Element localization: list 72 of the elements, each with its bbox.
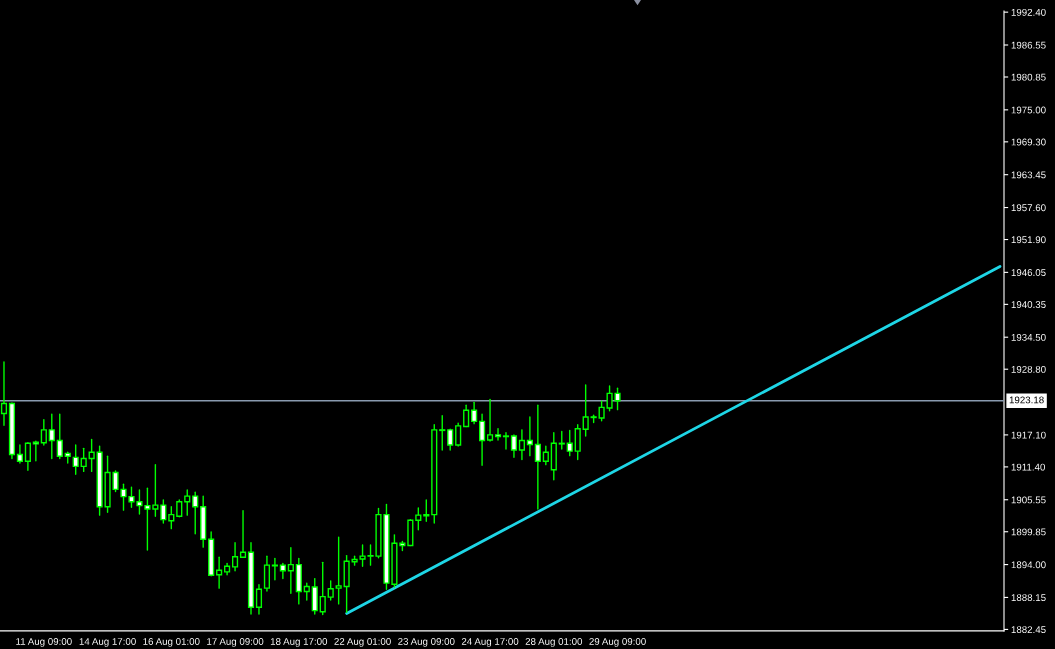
candlestick (88, 438, 95, 473)
x-tick-label: 24 Aug 17:00 (461, 638, 519, 647)
candlestick (542, 445, 549, 466)
candlestick (518, 429, 526, 461)
candlestick (56, 413, 63, 460)
y-tick-label: 1894.00 (1011, 561, 1046, 569)
candlestick (335, 536, 342, 605)
candlestick (510, 434, 518, 459)
y-tick-label: 1911.40 (1011, 463, 1045, 471)
candlestick (574, 424, 581, 461)
candlestick (32, 440, 39, 462)
candlestick (24, 442, 31, 471)
candlestick (271, 557, 278, 581)
candlestick (160, 499, 167, 524)
candlestick (439, 415, 446, 451)
y-tick-label: 1980.85 (1011, 73, 1046, 81)
candlestick (80, 447, 87, 473)
candlestick (287, 547, 294, 594)
ref-line-label: 1923.18 (1009, 396, 1044, 404)
y-tick-label: 1992.40 (1011, 8, 1046, 16)
candlestick (534, 404, 541, 510)
y-tick-label: 1951.90 (1011, 236, 1046, 244)
x-tick-label: 14 Aug 17:00 (79, 638, 136, 647)
candlestick (415, 507, 422, 531)
candlestick (231, 541, 239, 572)
x-tick-label: 17 Aug 09:00 (207, 638, 264, 647)
y-tick-label: 1969.30 (1011, 138, 1046, 146)
y-tick-label: 1917.10 (1011, 431, 1046, 439)
candlestick (0, 361, 8, 427)
x-tick-label: 23 Aug 09:00 (398, 638, 455, 647)
candlestick (471, 401, 478, 425)
y-tick-label: 1888.15 (1011, 594, 1046, 602)
candlestick (255, 584, 263, 615)
candlestick (455, 422, 462, 447)
y-tick-label: 1963.45 (1011, 171, 1046, 179)
candlestick (168, 506, 175, 530)
candlestick (582, 384, 589, 437)
x-tick-label: 28 Aug 01:00 (525, 638, 583, 647)
candlestick (263, 555, 271, 592)
candlestick (311, 577, 318, 615)
candlestick (566, 429, 573, 457)
y-tick-label: 1940.35 (1011, 301, 1046, 308)
y-tick-label: 1957.60 (1011, 204, 1046, 212)
candlestick (526, 416, 533, 457)
y-tick-label: 1946.05 (1011, 269, 1046, 276)
candlestick (184, 489, 191, 516)
y-tick-label: 1899.85 (1011, 528, 1046, 536)
y-tick-label: 1905.55 (1011, 496, 1046, 504)
x-tick-label: 29 Aug 09:00 (589, 638, 646, 647)
candlestick (478, 413, 486, 466)
candlestick (327, 580, 334, 601)
candlestick (152, 463, 159, 517)
candlestick (239, 509, 247, 558)
x-tick-label: 22 Aug 01:00 (334, 638, 391, 647)
candlestick (72, 444, 79, 475)
x-tick-label: 16 Aug 01:00 (143, 638, 200, 647)
y-tick-label: 1882.45 (1011, 626, 1046, 634)
x-tick-label: 18 Aug 17:00 (270, 638, 328, 647)
candlestick (48, 413, 55, 460)
candlestick (486, 398, 494, 442)
candlestick (463, 404, 470, 428)
candlestick (40, 419, 47, 446)
y-tick-label: 1975.00 (1011, 106, 1046, 114)
x-tick-label: 11 Aug 09:00 (16, 638, 72, 647)
candlestick (447, 428, 454, 451)
y-tick-label: 1986.55 (1011, 41, 1046, 49)
candlestick (502, 431, 510, 450)
candlestick (192, 491, 199, 535)
y-tick-label: 1934.50 (1011, 333, 1046, 341)
candlestick (319, 561, 326, 616)
y-tick-label: 1928.80 (1011, 365, 1046, 373)
candlestick (494, 428, 502, 441)
